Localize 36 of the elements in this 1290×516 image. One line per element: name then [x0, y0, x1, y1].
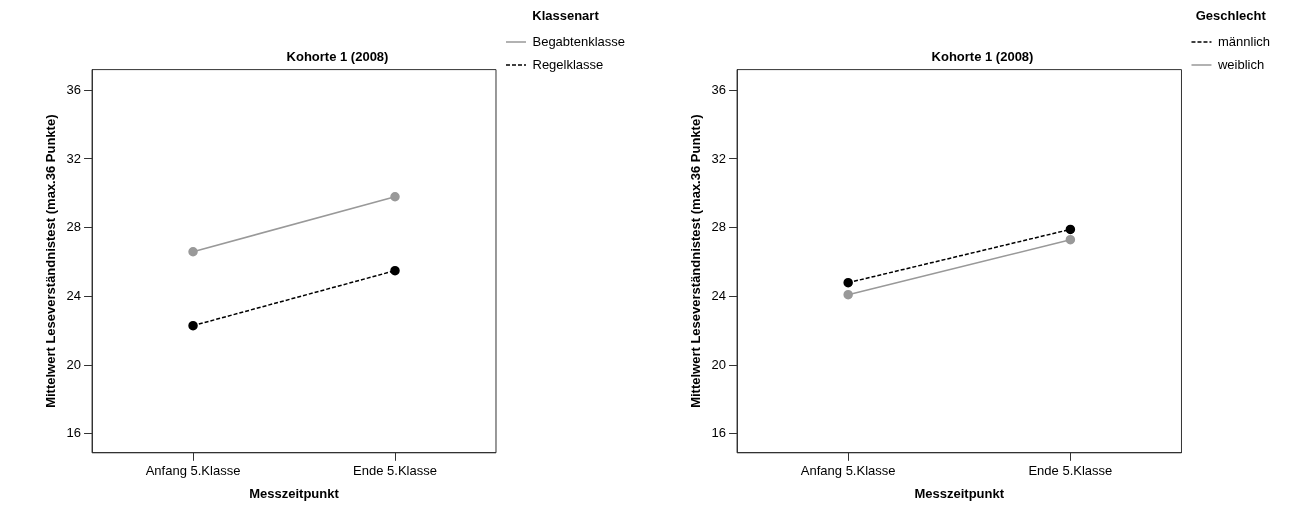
y-tick-label: 20	[711, 356, 727, 372]
x-axis-title: Messzeitpunkt	[914, 485, 1005, 501]
x-tick-label: Ende 5.Klasse	[1028, 463, 1113, 479]
x-axis-title: Messzeitpunkt	[249, 485, 340, 501]
y-tick-label: 28	[711, 219, 727, 235]
point	[390, 192, 400, 202]
point	[188, 320, 198, 331]
point	[843, 277, 853, 288]
y-tick-label: 24	[711, 288, 727, 304]
point	[1065, 234, 1076, 245]
y-axis-title: Mittelwert Leseverständnistest (max.36 Punkte)	[688, 114, 704, 408]
x-tick-label: Anfang 5.Klasse	[800, 463, 896, 479]
chart-title: Kohorte 1 (2008)	[286, 49, 389, 65]
y-axis-title: Mittelwert Leseverständnistest (max.36 Punkte)	[43, 114, 59, 408]
y-tick-label: 24	[66, 288, 82, 304]
point	[390, 265, 400, 276]
y-tick-label: 16	[711, 425, 727, 441]
legend-label: Regelklasse	[532, 56, 604, 72]
legend-label: Begabtenklasse	[532, 33, 625, 49]
legend-label: männlich	[1217, 33, 1271, 49]
y-tick-label: 28	[66, 219, 82, 235]
legend-title: Klassenart	[532, 8, 600, 24]
y-tick-label: 32	[66, 150, 82, 166]
chart-title: Kohorte 1 (2008)	[931, 49, 1034, 65]
x-tick-label: Anfang 5.Klasse	[145, 463, 241, 479]
point	[1065, 224, 1076, 235]
y-tick-label: 36	[66, 81, 82, 97]
y-tick-label: 36	[711, 81, 727, 97]
y-tick-label: 16	[66, 425, 82, 441]
y-tick-label: 32	[711, 150, 727, 166]
x-tick-label: Ende 5.Klasse	[353, 463, 437, 479]
point	[843, 289, 853, 300]
legend-label: weiblich	[1216, 56, 1265, 72]
y-tick-label: 20	[66, 356, 82, 372]
legend-title: Geschlecht	[1195, 8, 1267, 24]
point	[188, 247, 198, 257]
